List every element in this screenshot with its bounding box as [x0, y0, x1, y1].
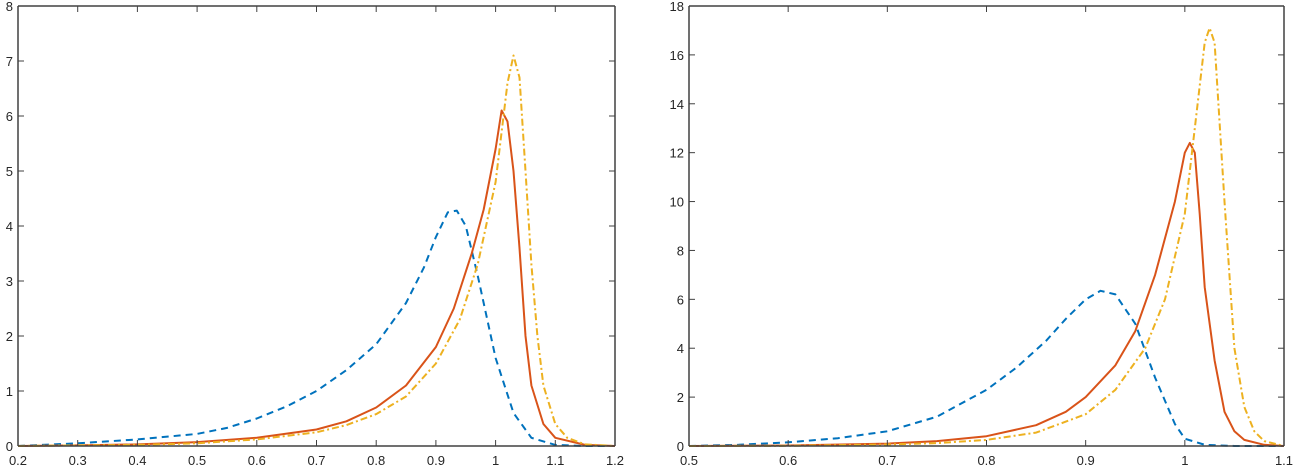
y-tick-label: 6	[6, 109, 13, 124]
x-tick-label: 1	[492, 453, 499, 468]
right-plot: 0.5 0.6 0.7 0.8 0.9 1 1.1 0 2 4 6 8 10 12 14 16 18	[670, 0, 1293, 468]
x-tick-label: 0.9	[427, 453, 445, 468]
y-tick-label: 18	[670, 0, 684, 14]
x-tick-label: 0.6	[779, 453, 797, 468]
y-tick-label: 4	[6, 219, 13, 234]
y-tick-label: 6	[677, 292, 684, 307]
x-tick-label: 0.3	[69, 453, 87, 468]
series-1-dashed-blue-line	[17, 209, 615, 447]
x-tick-label: 0.5	[680, 453, 698, 468]
x-tick-label: 0.2	[9, 453, 27, 468]
x-tick-label: 1.2	[606, 453, 624, 468]
x-tick-label: 0.8	[977, 453, 995, 468]
y-tick-label: 10	[670, 195, 684, 210]
y-tick-label: 2	[6, 329, 13, 344]
x-tick-label: 0.7	[878, 453, 896, 468]
y-tick-label: 3	[6, 274, 13, 289]
left-plot: 0.2 0.3 0.4 0.5 0.6 0.7 0.8 0.9 1 1.1 1.2 0 1 2 3 4 5 6 7 8	[6, 0, 624, 468]
x-tick-label: 0.4	[128, 453, 146, 468]
series-2-solid-orange-line	[688, 141, 1285, 447]
x-tick-label: 1.1	[546, 453, 564, 468]
y-tick-label: 0	[677, 439, 684, 454]
y-tick-label: 4	[677, 341, 684, 356]
x-tick-label: 0.7	[307, 453, 325, 468]
x-tick-label: 1.1	[1275, 453, 1293, 468]
x-tick-label: 0.6	[248, 453, 266, 468]
y-tick-label: 7	[6, 54, 13, 69]
series-2-solid-orange-line	[17, 109, 616, 447]
y-tick-label: 16	[670, 48, 684, 63]
y-tick-label: 12	[670, 146, 684, 161]
y-tick-label: 5	[6, 164, 13, 179]
y-tick-label: 1	[6, 384, 13, 399]
series-3-dashdot-yellow-line	[688, 27, 1285, 447]
x-tick-label: 1	[1181, 453, 1188, 468]
y-tick-label: 8	[6, 0, 13, 14]
y-tick-label: 8	[677, 243, 684, 258]
series-1-dashed-blue-line	[688, 289, 1284, 447]
x-tick-label: 0.8	[367, 453, 385, 468]
y-tick-label: 2	[677, 390, 684, 405]
x-tick-label: 0.5	[188, 453, 206, 468]
y-tick-label: 0	[6, 439, 13, 454]
y-tick-label: 14	[670, 97, 684, 112]
series-3-dashdot-yellow-line	[17, 54, 616, 447]
x-tick-label: 0.9	[1077, 453, 1095, 468]
